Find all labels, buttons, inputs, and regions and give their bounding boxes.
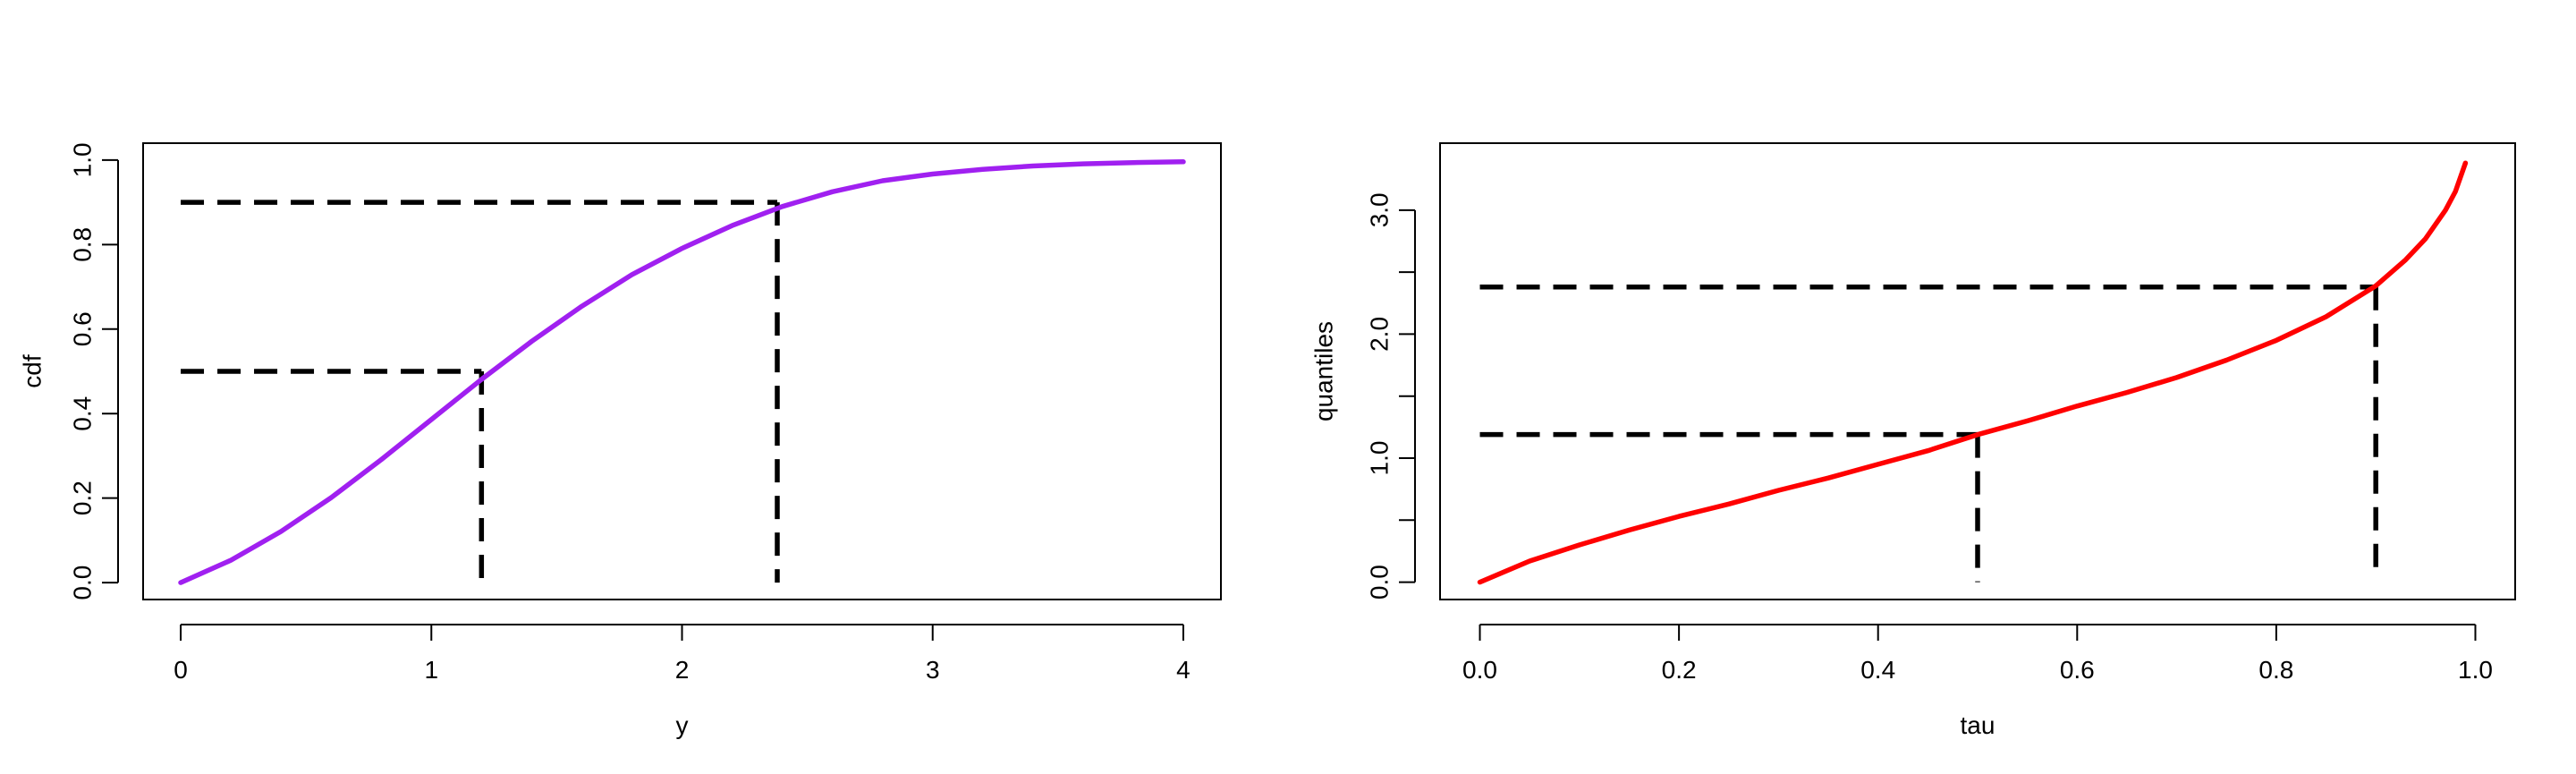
x-tick-label: 1 [424,656,438,684]
x-tick-label: 0.2 [1662,656,1697,684]
series-line [178,159,1186,585]
y-tick-label: 1.0 [1365,441,1393,476]
y-tick-label: 3.0 [1365,192,1393,227]
plot-frame [142,142,1222,600]
y-tick-label: 0.0 [68,566,96,600]
y-tick-label: 2.0 [1365,317,1393,352]
x-axis-label: tau [1961,711,1996,739]
x-tick-label: 0.8 [2258,656,2293,684]
x-tick-label: 0 [174,656,188,684]
plot-frame [1439,142,2516,600]
y-tick-label: 1.0 [68,142,96,177]
x-tick-label: 0.4 [1860,656,1895,684]
x-axis-label: y [676,711,689,739]
y-axis-label: quantiles [1309,321,1337,421]
x-tick-label: 2 [675,656,690,684]
y-tick-label: 0.2 [68,481,96,515]
x-tick-label: 4 [1176,656,1191,684]
x-tick-label: 0.6 [2060,656,2095,684]
y-axis: 0.0 1.0 2.0 3.0 [1365,192,1416,600]
y-tick-label: 0.8 [68,227,96,262]
x-axis: 0.0 0.2 0.4 0.6 0.8 1.0 [1462,624,2493,684]
x-tick-label: 3 [926,656,940,684]
cdf-panel: 0 1 2 3 4 0.0 0.2 0.4 0.6 0.8 1.0 y cdf [18,142,1222,739]
x-tick-label: 1.0 [2458,656,2493,684]
series-line [1477,160,2469,585]
x-tick-label: 0.0 [1462,656,1497,684]
y-tick-label: 0.4 [68,396,96,431]
y-axis: 0.0 0.2 0.4 0.6 0.8 1.0 [68,142,119,600]
quantile-panel: 0.0 0.2 0.4 0.6 0.8 1.0 0.0 1.0 2.0 3.0 tau quantil… [1309,142,2516,739]
y-tick-label: 0.6 [68,311,96,346]
y-axis-label: cdf [18,354,46,388]
x-axis: 0 1 2 3 4 [174,624,1191,684]
y-tick-label: 0.0 [1365,565,1393,600]
